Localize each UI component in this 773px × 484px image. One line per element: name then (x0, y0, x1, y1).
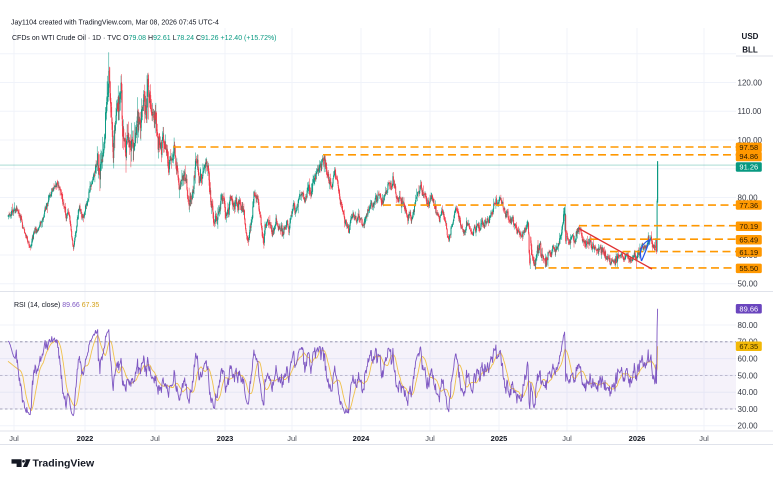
svg-text:80.00: 80.00 (738, 193, 759, 202)
svg-text:50.00: 50.00 (738, 280, 759, 289)
svg-text:67.35: 67.35 (739, 342, 758, 351)
svg-text:Jul: Jul (562, 434, 572, 443)
svg-text:89.66: 89.66 (739, 305, 758, 314)
svg-text:TradingView: TradingView (33, 457, 95, 469)
svg-text:2025: 2025 (491, 434, 508, 443)
svg-text:2023: 2023 (217, 434, 234, 443)
svg-text:Jul: Jul (699, 434, 709, 443)
svg-text:77.36: 77.36 (739, 201, 758, 210)
svg-text:61.19: 61.19 (739, 248, 758, 257)
svg-text:65.49: 65.49 (739, 235, 758, 244)
svg-text:Jul: Jul (150, 434, 160, 443)
svg-text:40.00: 40.00 (738, 388, 759, 397)
svg-text:BLL: BLL (742, 46, 758, 55)
svg-text:91.26: 91.26 (739, 163, 758, 172)
svg-text:2022: 2022 (77, 434, 94, 443)
svg-text:120.00: 120.00 (738, 78, 763, 87)
svg-text:2024: 2024 (353, 434, 371, 443)
svg-text:110.00: 110.00 (738, 107, 762, 116)
svg-text:80.00: 80.00 (738, 321, 759, 330)
svg-text:97.58: 97.58 (739, 143, 758, 152)
svg-text:RSI (14, close) 89.66 67.35: RSI (14, close) 89.66 67.35 (14, 302, 99, 309)
svg-text:94.86: 94.86 (739, 152, 758, 161)
svg-text:60.00: 60.00 (738, 355, 759, 364)
svg-text:Jul: Jul (9, 434, 19, 443)
svg-text:30.00: 30.00 (738, 405, 759, 414)
svg-text:Jul: Jul (425, 434, 435, 443)
svg-text:Jul: Jul (287, 434, 297, 443)
svg-text:Jay1104 created with TradingVi: Jay1104 created with TradingView.com, Ma… (11, 20, 219, 27)
svg-text:CFDs on WTI Crude Oil · 1D · T: CFDs on WTI Crude Oil · 1D · TVC O79.08 … (12, 35, 277, 42)
svg-text:2026: 2026 (629, 434, 646, 443)
svg-text:50.00: 50.00 (738, 371, 759, 380)
svg-text:100.00: 100.00 (738, 136, 763, 145)
svg-text:55.50: 55.50 (739, 264, 758, 273)
svg-text:20.00: 20.00 (738, 422, 759, 431)
svg-text:70.19: 70.19 (739, 222, 758, 231)
svg-text:USD: USD (742, 32, 759, 41)
